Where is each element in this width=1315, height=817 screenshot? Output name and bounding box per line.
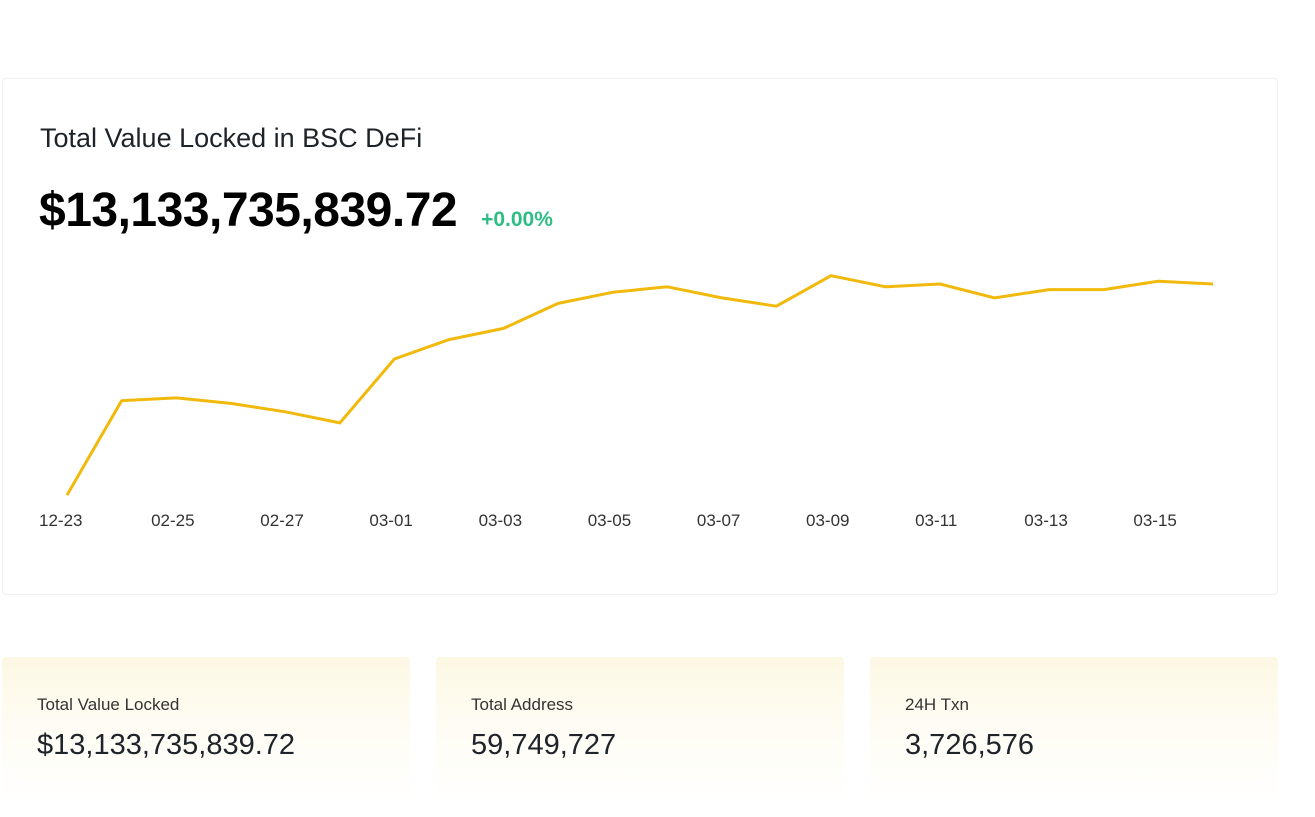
tvl-summary: $13,133,735,839.72 +0.00% [39,183,553,238]
data-point[interactable] [826,271,836,281]
data-point[interactable] [662,282,672,292]
stat-value: $13,133,735,839.72 [37,729,296,761]
data-point[interactable] [1099,285,1109,295]
data-point[interactable] [280,407,290,417]
x-tick-label: 03-05 [588,511,631,530]
stat-card-total-value-locked: Total Value Locked $13,133,735,839.72 [2,657,410,805]
stat-label: Total Value Locked [37,695,180,714]
stat-label: 24H Txn [905,695,969,714]
data-point[interactable] [226,398,236,408]
series-line [65,274,1214,496]
data-point[interactable] [62,490,72,500]
stat-card-24h-txn: 24H Txn 3,726,576 [870,657,1278,805]
stat-value: 59,749,727 [471,729,617,761]
x-tick-label: 03-07 [697,511,740,530]
stat-label: Total Address [471,695,574,714]
tvl-line-chart[interactable]: 12-23 02-25 02-27 03-01 03-03 03-05 03-07 03-09… [3,79,1277,594]
stat-card-total-address: Total Address 59,749,727 [436,657,844,805]
tvl-chart-card: Total Value Locked in BSC DeFi $13,133,7… [2,78,1278,595]
x-tick-label: 02-25 [151,511,194,530]
tvl-value: $13,133,735,839.72 [39,184,458,237]
data-point[interactable] [881,282,891,292]
data-point[interactable] [990,293,1000,303]
tvl-change-badge: +0.00% [481,208,553,231]
data-point[interactable] [553,298,563,308]
x-tick-label: 03-11 [915,511,957,530]
data-point[interactable] [1208,279,1218,289]
x-tick-label: 03-13 [1024,511,1067,530]
data-point[interactable] [171,393,181,403]
x-tick-label: 03-15 [1133,511,1176,530]
chart-title: Total Value Locked in BSC DeFi [40,123,423,153]
x-tick-label: 02-27 [260,511,303,530]
data-point[interactable] [117,396,127,406]
x-tick-label: 03-09 [806,511,849,530]
data-point[interactable] [389,354,399,364]
stat-value: 3,726,576 [905,729,1035,761]
data-point[interactable] [499,323,509,333]
x-tick-label: 03-01 [369,511,412,530]
data-point[interactable] [717,293,727,303]
x-tick-label: 03-03 [479,511,522,530]
data-point[interactable] [1153,276,1163,286]
data-point[interactable] [935,279,945,289]
x-tick-label: 12-23 [39,511,82,530]
data-point[interactable] [1044,285,1054,295]
data-point[interactable] [335,418,345,428]
data-point[interactable] [771,301,781,311]
data-point[interactable] [444,335,454,345]
data-point[interactable] [608,287,618,297]
